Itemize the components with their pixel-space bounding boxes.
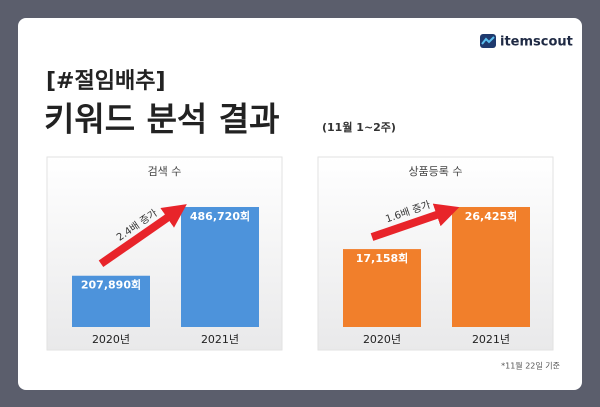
logo-mark	[481, 36, 495, 45]
bar	[452, 207, 530, 327]
growth-arrow	[370, 203, 460, 241]
period: (11월 1~2주)	[322, 120, 396, 134]
x-tick-label: 2021년	[201, 333, 239, 346]
value-label: 207,890회	[81, 278, 141, 292]
x-tick-label: 2020년	[363, 333, 401, 346]
x-tick-label: 2021년	[472, 333, 510, 346]
bar	[72, 275, 150, 327]
growth-arrow	[98, 204, 187, 268]
x-tick-label: 2020년	[92, 333, 130, 346]
brand: itemscout	[500, 35, 573, 50]
value-label: 486,720회	[190, 209, 250, 223]
footnote: *11월 22일 기준	[501, 361, 560, 371]
value-label: 26,425회	[465, 209, 518, 223]
tag: [#절임배추]	[46, 69, 166, 94]
chart-title: 검색 수	[148, 165, 182, 178]
title: 키워드 분석 결과	[44, 100, 280, 139]
value-label: 17,158회	[356, 251, 409, 265]
chart-title: 상품등록 수	[408, 165, 462, 178]
bar	[343, 249, 421, 327]
bar	[181, 207, 259, 327]
